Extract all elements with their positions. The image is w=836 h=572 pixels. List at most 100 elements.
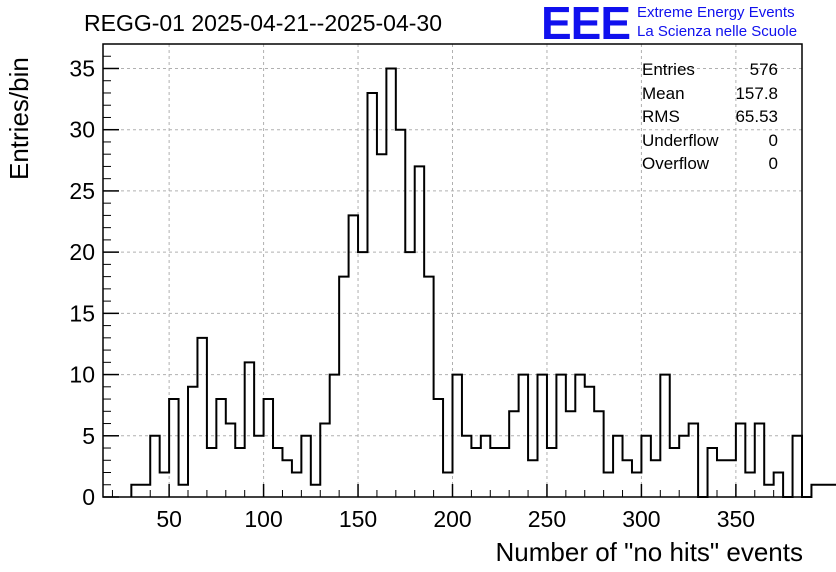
histogram-bin xyxy=(349,215,358,497)
histogram-outline xyxy=(130,67,836,498)
histogram-bin xyxy=(481,436,490,497)
chart-title: REGG-01 2025-04-21--2025-04-30 xyxy=(84,10,442,36)
histogram-bin xyxy=(282,460,291,497)
y-tick-label: 0 xyxy=(82,484,95,510)
stat-value: 0 xyxy=(768,130,778,150)
histogram-bin xyxy=(623,460,632,497)
histogram-bin xyxy=(150,436,159,497)
logo-caption-line1: Extreme Energy Events xyxy=(637,4,795,21)
histogram-bin xyxy=(235,448,244,497)
stats-row-rms: RMS 65.53 xyxy=(642,107,778,131)
histogram-bin xyxy=(708,448,717,497)
histogram-bin xyxy=(292,473,301,497)
histogram-bin xyxy=(670,448,679,497)
histogram-bin xyxy=(179,485,188,497)
histogram-bin xyxy=(424,277,433,497)
histogram-bin xyxy=(415,166,424,497)
x-tick-label: 350 xyxy=(717,506,755,532)
histogram-bin xyxy=(188,387,197,497)
histogram-bin xyxy=(547,448,556,497)
histogram-bin xyxy=(169,399,178,497)
histogram-bin xyxy=(386,68,395,497)
stat-label: Entries xyxy=(642,60,695,79)
eee-logo: EEE xyxy=(541,0,631,49)
histogram-bin xyxy=(660,375,669,497)
stat-value: 157.8 xyxy=(735,83,778,103)
histogram-bin xyxy=(679,436,688,497)
histogram-bin xyxy=(509,411,518,497)
histogram-bin xyxy=(736,424,745,497)
stat-value: 65.53 xyxy=(735,107,778,126)
histogram-bin xyxy=(613,436,622,497)
histogram-bin xyxy=(377,154,386,497)
stats-row-underflow: Underflow 0 xyxy=(642,131,778,155)
histogram-bin xyxy=(538,375,547,497)
stats-row-entries: Entries 576 xyxy=(642,60,778,84)
y-tick-label: 20 xyxy=(69,239,95,265)
histogram-bin xyxy=(689,424,698,497)
y-tick-label: 5 xyxy=(82,423,95,449)
histogram-bin xyxy=(226,424,235,497)
stat-label: RMS xyxy=(642,107,680,126)
histogram-bin xyxy=(320,424,329,497)
y-tick-label: 25 xyxy=(69,178,95,204)
histogram-bin xyxy=(264,399,273,497)
histogram-bin xyxy=(821,485,830,497)
stat-label: Mean xyxy=(642,83,685,103)
y-tick-label: 30 xyxy=(69,117,95,143)
histogram-bin xyxy=(358,252,367,497)
histogram-bin xyxy=(764,485,773,497)
axis-ticks: 50 100 150 200 250 300 350 0 5 10 15 20 25 30 35 xyxy=(69,55,794,532)
histogram-bin xyxy=(641,436,650,497)
histogram-bin xyxy=(566,411,575,497)
stat-label: Underflow xyxy=(642,130,719,150)
x-tick-label: 50 xyxy=(156,506,182,532)
x-tick-label: 250 xyxy=(528,506,566,532)
histogram-bin xyxy=(811,485,820,497)
stats-box: Entries 576 Mean 157.8 RMS 65.53 Underflow 0… xyxy=(642,60,778,178)
histogram-bin xyxy=(830,485,836,497)
histogram-bin xyxy=(216,399,225,497)
logo-caption: Extreme Energy Events La Scienza nelle S… xyxy=(637,3,797,41)
y-tick-label: 35 xyxy=(69,55,95,81)
y-tick-label: 10 xyxy=(69,362,95,388)
histogram-bin xyxy=(793,436,802,497)
histogram-bin xyxy=(651,460,660,497)
histogram-bin xyxy=(632,473,641,497)
histogram-bin xyxy=(434,399,443,497)
histogram-bin xyxy=(330,375,339,497)
histogram-bars xyxy=(130,67,836,498)
histogram-bin xyxy=(774,473,783,497)
histogram-bin xyxy=(160,473,169,497)
histogram-bin xyxy=(339,277,348,497)
stats-row-overflow: Overflow 0 xyxy=(642,154,778,178)
histogram-bin xyxy=(245,362,254,497)
logo-caption-line2: La Scienza nelle Scuole xyxy=(637,23,798,40)
stats-row-mean: Mean 157.8 xyxy=(642,84,778,108)
histogram-bin xyxy=(745,473,754,497)
histogram-bin xyxy=(141,485,150,497)
histogram-bin xyxy=(453,375,462,497)
histogram-bin xyxy=(528,460,537,497)
histogram-bin xyxy=(462,436,471,497)
histogram-bin xyxy=(443,473,452,497)
y-tick-label: 15 xyxy=(69,300,95,326)
histogram-bin xyxy=(594,411,603,497)
histogram-bin xyxy=(197,338,206,497)
histogram-bin xyxy=(471,448,480,497)
histogram-bin xyxy=(367,93,376,497)
histogram-bin xyxy=(311,485,320,497)
histogram-bin xyxy=(301,436,310,497)
histogram-bin xyxy=(519,375,528,497)
histogram-bin xyxy=(500,448,509,497)
histogram-bin xyxy=(726,460,735,497)
x-tick-label: 200 xyxy=(433,506,471,532)
y-axis-label: Entries/bin xyxy=(4,57,34,180)
histogram-bin xyxy=(405,252,414,497)
histogram-bin xyxy=(585,387,594,497)
histogram-bin xyxy=(556,375,565,497)
stat-value: 576 xyxy=(749,60,778,79)
grid-lines xyxy=(103,44,802,497)
histogram-bin xyxy=(273,448,282,497)
